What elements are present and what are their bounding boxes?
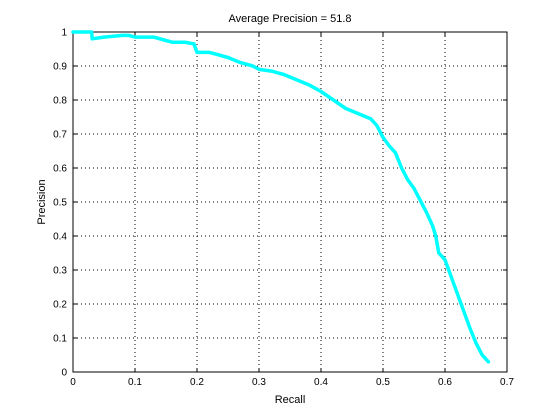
data-point [455, 292, 459, 296]
data-point [127, 33, 131, 37]
y-tick-label: 0.7 [53, 130, 67, 141]
points-layer [71, 30, 490, 364]
data-point [468, 326, 472, 330]
data-point [257, 67, 261, 71]
data-point [133, 35, 137, 39]
data-point [192, 42, 196, 46]
data-point [387, 144, 391, 148]
data-point [356, 112, 360, 116]
axes-box [72, 31, 508, 373]
data-point [90, 30, 94, 34]
data-point [195, 50, 199, 54]
data-point [282, 73, 286, 76]
data-point [307, 83, 311, 87]
data-point [319, 90, 323, 93]
data-point [294, 78, 298, 82]
y-tick-label: 0.9 [53, 62, 67, 73]
data-point [400, 166, 404, 170]
data-point [269, 69, 273, 73]
data-point [90, 37, 94, 41]
ticks-layer: 0 0.1 0.2 0.3 0.4 0.5 0.6 0.7 0 0.1 0.2 0.3 0.4 0.5 0.… [53, 28, 514, 389]
data-point [214, 52, 218, 56]
data-point [443, 258, 447, 262]
x-tick-label: 0.6 [438, 377, 452, 388]
data-point [331, 98, 335, 102]
y-tick-label: 0 [61, 368, 67, 379]
data-point [71, 30, 75, 34]
x-tick-label: 0.1 [128, 377, 142, 388]
data-point [344, 107, 348, 110]
data-point [226, 56, 230, 59]
x-tick-label: 0.5 [376, 377, 390, 388]
y-tick-label: 0.8 [53, 96, 67, 107]
data-point [170, 40, 174, 44]
y-tick-label: 0.4 [53, 232, 67, 243]
x-tick-label: 0.3 [252, 377, 266, 388]
data-point [238, 61, 242, 65]
data-point [474, 341, 478, 345]
data-point [102, 35, 106, 39]
data-point [393, 151, 397, 155]
x-axis-label: Recall [275, 394, 306, 406]
chart-title: Average Precision = 51.8 [228, 13, 351, 25]
y-tick-label: 0.6 [53, 164, 67, 175]
data-point [437, 251, 441, 255]
data-point [480, 353, 484, 357]
data-point [418, 198, 422, 202]
data-point [152, 35, 156, 39]
data-point [207, 50, 211, 54]
precision-recall-curve [71, 30, 491, 364]
y-tick-label: 1 [61, 28, 67, 39]
x-tick-label: 0.7 [500, 377, 514, 388]
x-tick-label: 0 [70, 377, 76, 388]
data-point [375, 124, 379, 127]
y-tick-label: 0.2 [53, 300, 67, 311]
y-axis-label: Precision [36, 179, 48, 224]
data-point [406, 178, 410, 182]
data-point [381, 135, 385, 139]
x-tick-label: 0.2 [190, 377, 204, 388]
data-point [164, 39, 168, 42]
grid-layer [73, 32, 507, 372]
x-tick-label: 0.4 [314, 377, 328, 388]
data-point [412, 186, 416, 190]
data-point [369, 117, 373, 121]
data-point [434, 234, 438, 238]
y-tick-label: 0.1 [53, 334, 67, 345]
data-point [183, 40, 187, 44]
data-point [121, 33, 125, 37]
data-point [431, 224, 435, 228]
data-point [424, 210, 428, 214]
y-tick-label: 0.5 [53, 198, 67, 209]
data-point [462, 309, 466, 313]
data-point [251, 64, 255, 68]
data-point [486, 360, 490, 364]
data-point [449, 275, 453, 279]
y-tick-label: 0.3 [53, 266, 67, 277]
